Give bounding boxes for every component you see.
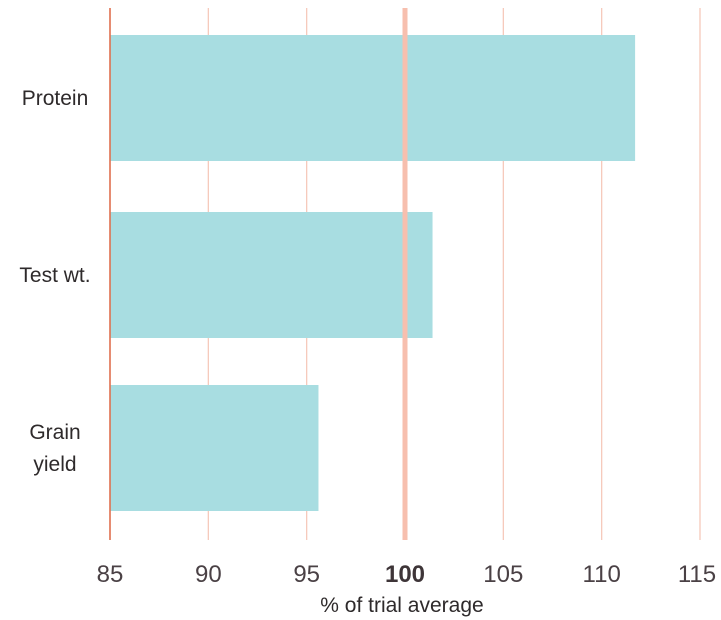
category-label: Test wt. bbox=[19, 264, 90, 287]
category-label: Grain yield bbox=[29, 421, 80, 476]
category-labels: Protein Test wt. Grain yield bbox=[19, 87, 90, 476]
x-tick-label-115: 115 bbox=[678, 561, 716, 588]
bars bbox=[110, 35, 636, 511]
x-tick-labels: 85 90 95 100 105 110 115 bbox=[97, 561, 716, 588]
bar-protein bbox=[110, 35, 636, 161]
bar-test-wt bbox=[110, 212, 433, 338]
x-axis-title: % of trial average bbox=[320, 594, 483, 617]
category-label: Protein bbox=[22, 87, 89, 110]
x-tick-label-95: 95 bbox=[293, 561, 320, 588]
x-tick-label-90: 90 bbox=[195, 561, 222, 588]
x-tick-label-105: 105 bbox=[483, 561, 523, 588]
x-tick-label-100: 100 bbox=[385, 561, 425, 588]
x-tick-label-85: 85 bbox=[97, 561, 124, 588]
x-tick-label-110: 110 bbox=[583, 561, 621, 588]
bar-grain-yield bbox=[110, 385, 319, 511]
